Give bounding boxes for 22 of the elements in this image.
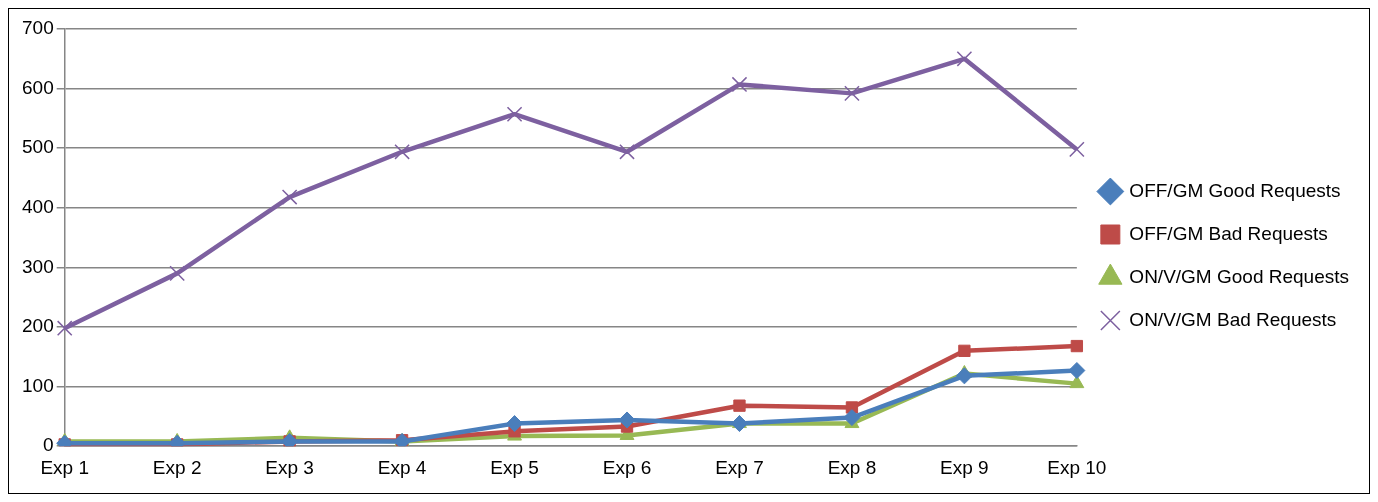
legend-label: ON/V/GM Bad Requests <box>1129 308 1337 330</box>
x-tick-label: Exp 2 <box>152 456 202 478</box>
x-tick-label: Exp 7 <box>715 456 764 478</box>
x-tick-label: Exp 10 <box>1047 456 1107 478</box>
x-tick-label: Exp 8 <box>827 456 877 478</box>
x-tick-label: Exp 4 <box>377 456 427 478</box>
legend-label: OFF/GM Bad Requests <box>1129 222 1328 244</box>
y-tick-label: 100 <box>22 374 54 396</box>
x-tick-label: Exp 3 <box>265 456 314 478</box>
x-tick-label: Exp 5 <box>490 456 539 478</box>
y-tick-label: 700 <box>22 17 54 39</box>
legend-label: ON/V/GM Good Requests <box>1129 265 1350 287</box>
y-tick-label: 0 <box>43 434 54 456</box>
y-tick-label: 300 <box>22 255 54 277</box>
x-tick-label: Exp 1 <box>40 456 89 478</box>
x-tick-label: Exp 9 <box>940 456 989 478</box>
y-tick-label: 200 <box>22 315 54 337</box>
y-tick-label: 500 <box>22 136 54 158</box>
x-tick-label: Exp 6 <box>602 456 652 478</box>
legend-label: OFF/GM Good Requests <box>1129 179 1341 201</box>
y-tick-label: 400 <box>22 196 54 218</box>
y-tick-label: 600 <box>22 76 54 98</box>
